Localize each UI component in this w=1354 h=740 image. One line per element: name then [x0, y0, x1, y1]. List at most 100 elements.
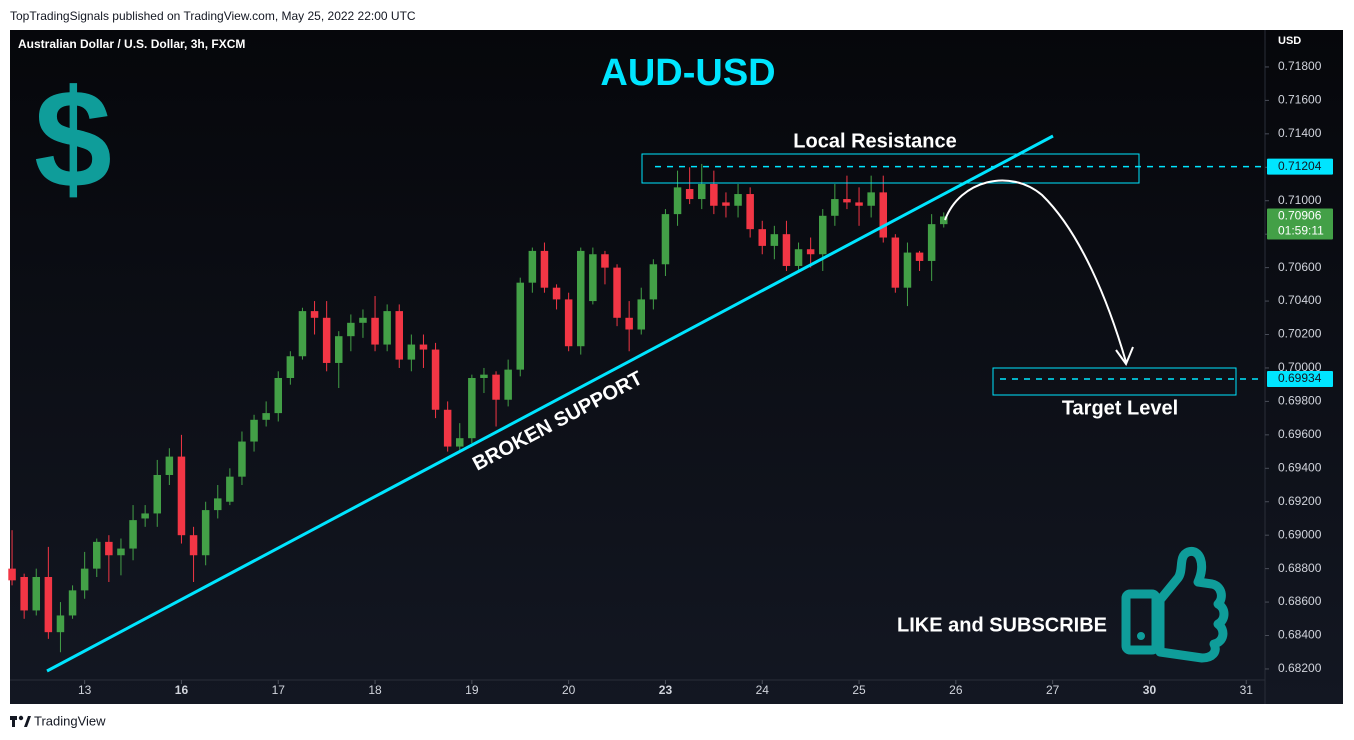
y-tick-label: 0.68800	[1278, 561, 1322, 575]
candle-body	[867, 192, 875, 206]
candle-body	[855, 202, 863, 206]
candle-body	[141, 513, 149, 519]
y-tick-label: 0.71000	[1278, 193, 1322, 207]
y-tick-label: 0.69200	[1278, 494, 1322, 508]
candle-body	[310, 311, 319, 318]
x-tick-label: 27	[1046, 683, 1060, 697]
target-label: Target Level	[1062, 397, 1178, 419]
y-tick-label: 0.68200	[1278, 661, 1322, 675]
candle-body	[552, 287, 561, 300]
candle-body	[80, 568, 89, 591]
x-tick-label: 25	[852, 683, 866, 697]
currency: USD	[1278, 35, 1301, 47]
candle-body	[697, 184, 706, 200]
dollar-icon: $	[34, 60, 112, 217]
candle-body	[589, 254, 597, 302]
candle-body	[734, 194, 742, 206]
y-tick-label: 0.68600	[1278, 594, 1322, 608]
y-tick-label: 0.69600	[1278, 427, 1322, 441]
candle-body	[673, 187, 682, 215]
level-label-box	[1267, 158, 1333, 175]
candle-body	[117, 548, 125, 556]
y-tick-label: 0.69000	[1278, 527, 1322, 541]
candle-body	[286, 356, 295, 378]
x-tick-label: 23	[659, 683, 673, 697]
candle-body	[8, 568, 16, 581]
candle-body	[927, 224, 936, 261]
candle-body	[564, 299, 573, 347]
trend-line	[46, 134, 1054, 673]
candle-body	[492, 374, 500, 400]
candle-body	[226, 476, 234, 502]
arrow-head	[1115, 346, 1134, 367]
candle-body	[939, 216, 948, 225]
candle-body	[105, 541, 113, 556]
candle-body	[153, 474, 162, 514]
y-tick-label: 0.69800	[1278, 394, 1322, 408]
candle-body	[528, 250, 537, 283]
candle-body	[456, 438, 464, 447]
candle-body	[601, 254, 609, 268]
thumbs-up-dot	[1137, 632, 1145, 640]
countdown-label: 01:59:11	[1278, 224, 1324, 238]
chart-background	[10, 30, 1343, 704]
candle-body	[250, 419, 258, 442]
y-tick-label: 0.71600	[1278, 93, 1322, 107]
candle-body	[177, 456, 186, 536]
candle-body	[504, 369, 512, 400]
y-tick-label: 0.69400	[1278, 460, 1322, 474]
x-tick-label: 13	[78, 683, 92, 697]
candle-body	[722, 202, 730, 206]
x-tick-label: 17	[272, 683, 286, 697]
candle-body	[516, 282, 525, 370]
candle-body	[577, 250, 585, 347]
candles	[8, 163, 948, 653]
x-tick-label: 24	[756, 683, 770, 697]
candle-body	[613, 267, 621, 318]
candle-body	[540, 250, 549, 288]
candle-body	[419, 344, 428, 350]
candle-body	[746, 194, 754, 230]
y-tick-label: 0.71400	[1278, 126, 1322, 140]
candle-body	[468, 377, 476, 439]
candle-body	[480, 374, 488, 378]
candle-body	[20, 576, 28, 611]
candle-body	[129, 520, 137, 549]
y-tick-label: 0.70200	[1278, 327, 1322, 341]
candle-body	[335, 336, 343, 363]
candle-body	[189, 535, 198, 556]
candle-body	[806, 249, 815, 255]
chart-title: AUD-USD	[600, 52, 775, 94]
candle-body	[443, 409, 452, 447]
candle-body	[710, 184, 718, 206]
candle-body	[44, 576, 53, 633]
header: TopTradingSignals published on TradingVi…	[10, 9, 416, 23]
candle-body	[661, 214, 670, 265]
candle-body	[637, 299, 646, 330]
x-tick-label: 16	[175, 683, 189, 697]
footer-logo	[10, 715, 31, 727]
y-tick-label: 0.71800	[1278, 59, 1322, 73]
candle-body	[903, 252, 912, 288]
candle-body	[347, 322, 355, 337]
footer: TradingView	[34, 713, 106, 728]
candle-body	[93, 541, 101, 569]
candle-body	[68, 590, 77, 616]
resistance-zone	[641, 153, 1140, 184]
y-tick-label: 0.70600	[1278, 260, 1322, 274]
level-label: 0.69934	[1278, 371, 1322, 385]
candle-body	[214, 498, 222, 511]
last-price-label: 0.70906	[1278, 209, 1322, 223]
cta-label: LIKE and SUBSCRIBE	[897, 614, 1107, 636]
candle-body	[383, 311, 391, 345]
candle-body	[262, 413, 270, 420]
candle-body	[758, 229, 767, 246]
level-label: 0.71204	[1278, 159, 1322, 173]
y-tick-label: 0.70400	[1278, 293, 1322, 307]
candle-body	[32, 576, 41, 611]
level-label-box	[1267, 370, 1333, 387]
candle-body	[818, 215, 827, 255]
projection-arrow	[944, 179, 1127, 363]
candle-body	[165, 456, 174, 475]
